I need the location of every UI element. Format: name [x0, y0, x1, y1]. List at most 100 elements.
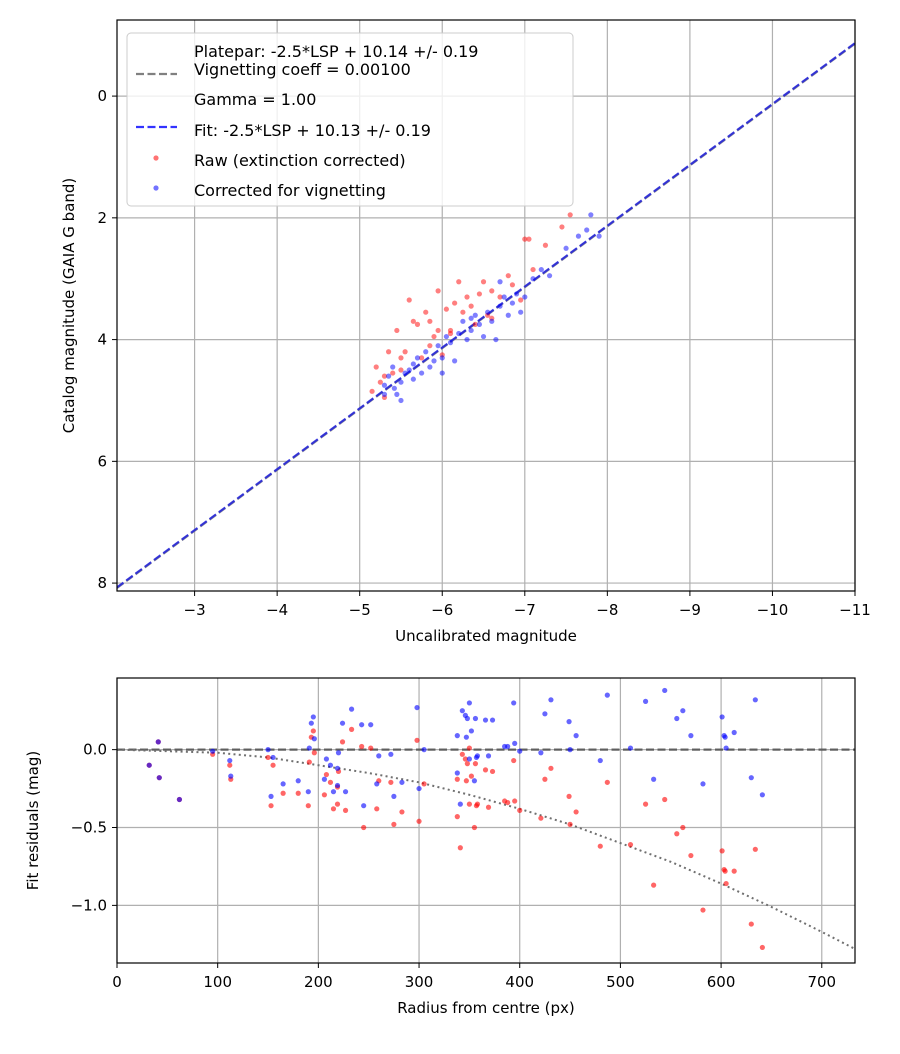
data-point	[700, 907, 706, 913]
data-point	[265, 754, 271, 761]
data-point	[538, 750, 544, 756]
legend-box	[126, 32, 574, 207]
legend: Platepar: -2.5*LSP + 10.14 +/- 0.19Vigne…	[126, 32, 574, 207]
data-point	[584, 227, 590, 233]
data-point	[472, 715, 479, 722]
legend-entry: Platepar: -2.5*LSP + 10.14 +/- 0.19Vigne…	[136, 42, 478, 109]
data-point	[567, 747, 573, 753]
data-point	[306, 745, 312, 751]
x-tick-label: 500	[606, 973, 635, 991]
data-point	[268, 803, 274, 809]
data-point	[361, 803, 367, 809]
data-point	[468, 327, 474, 334]
data-point	[310, 714, 316, 720]
data-point	[642, 801, 649, 807]
data-point	[295, 790, 301, 796]
x-tick-label: −5	[349, 601, 371, 619]
data-point	[406, 367, 412, 373]
data-point	[759, 944, 765, 951]
data-point	[414, 355, 421, 361]
data-point	[439, 370, 445, 376]
x-tick-label: −11	[839, 601, 871, 619]
data-point	[497, 303, 503, 309]
data-point	[468, 303, 474, 309]
data-point	[435, 327, 441, 334]
data-point	[759, 792, 765, 798]
data-point	[311, 750, 317, 756]
data-point	[339, 739, 346, 745]
data-point	[385, 373, 392, 379]
legend-entry: Fit: -2.5*LSP + 10.13 +/- 0.19	[136, 121, 431, 140]
y-tick-label: −0.5	[71, 819, 107, 837]
data-point	[176, 796, 183, 803]
data-point	[456, 330, 462, 337]
x-tick-label: −3	[184, 601, 206, 619]
data-point	[381, 373, 388, 379]
plot-area	[117, 687, 855, 951]
x-tick-label: 0	[112, 973, 122, 991]
data-point	[642, 698, 649, 704]
data-point	[482, 717, 489, 723]
data-point	[588, 212, 594, 218]
data-point	[517, 807, 523, 813]
data-point	[342, 789, 349, 795]
data-point	[752, 697, 758, 703]
data-point	[330, 789, 337, 795]
data-point	[321, 792, 328, 798]
data-point	[471, 824, 478, 831]
data-point	[573, 733, 579, 739]
data-point	[227, 757, 233, 764]
x-tick-label: −7	[514, 601, 536, 619]
line-fit	[117, 42, 855, 589]
data-point	[723, 745, 729, 751]
data-point	[731, 729, 737, 736]
data-point	[390, 364, 396, 370]
data-point	[566, 719, 572, 725]
data-point	[471, 778, 478, 784]
data-point	[509, 282, 516, 288]
data-point	[501, 294, 507, 300]
axes-frame	[116, 677, 856, 964]
data-point	[435, 343, 441, 349]
data-point	[723, 880, 729, 887]
y-tick-label: 0	[97, 87, 107, 105]
data-point	[493, 336, 499, 343]
data-point	[268, 793, 274, 799]
data-point	[361, 824, 367, 831]
data-point	[530, 276, 536, 282]
data-point	[464, 715, 470, 722]
data-point	[466, 745, 472, 751]
data-point	[348, 726, 355, 732]
data-point	[466, 801, 472, 807]
data-point	[752, 846, 758, 852]
data-point	[423, 349, 429, 355]
data-point	[146, 762, 152, 768]
data-point	[489, 288, 495, 294]
data-point	[748, 921, 754, 927]
y-tick-label: 4	[97, 331, 107, 349]
data-point	[674, 715, 680, 722]
data-point	[399, 779, 405, 785]
data-point	[497, 294, 503, 300]
data-point	[368, 722, 374, 728]
data-point	[688, 733, 694, 739]
data-point	[468, 315, 474, 321]
data-point	[497, 279, 503, 285]
data-point	[427, 318, 433, 324]
data-point	[719, 714, 725, 720]
x-tick-label: 400	[505, 973, 534, 991]
data-point	[509, 300, 516, 306]
x-tick-label: −6	[431, 601, 453, 619]
data-point	[542, 242, 549, 248]
data-point	[489, 717, 496, 723]
data-point	[406, 297, 412, 303]
data-point	[505, 743, 511, 750]
data-point	[505, 799, 511, 806]
data-point	[563, 245, 569, 251]
data-point	[476, 321, 482, 327]
data-point	[662, 687, 668, 694]
legend-label: Corrected for vignetting	[194, 181, 386, 200]
data-point	[155, 739, 161, 745]
legend-marker-handle	[153, 185, 159, 191]
